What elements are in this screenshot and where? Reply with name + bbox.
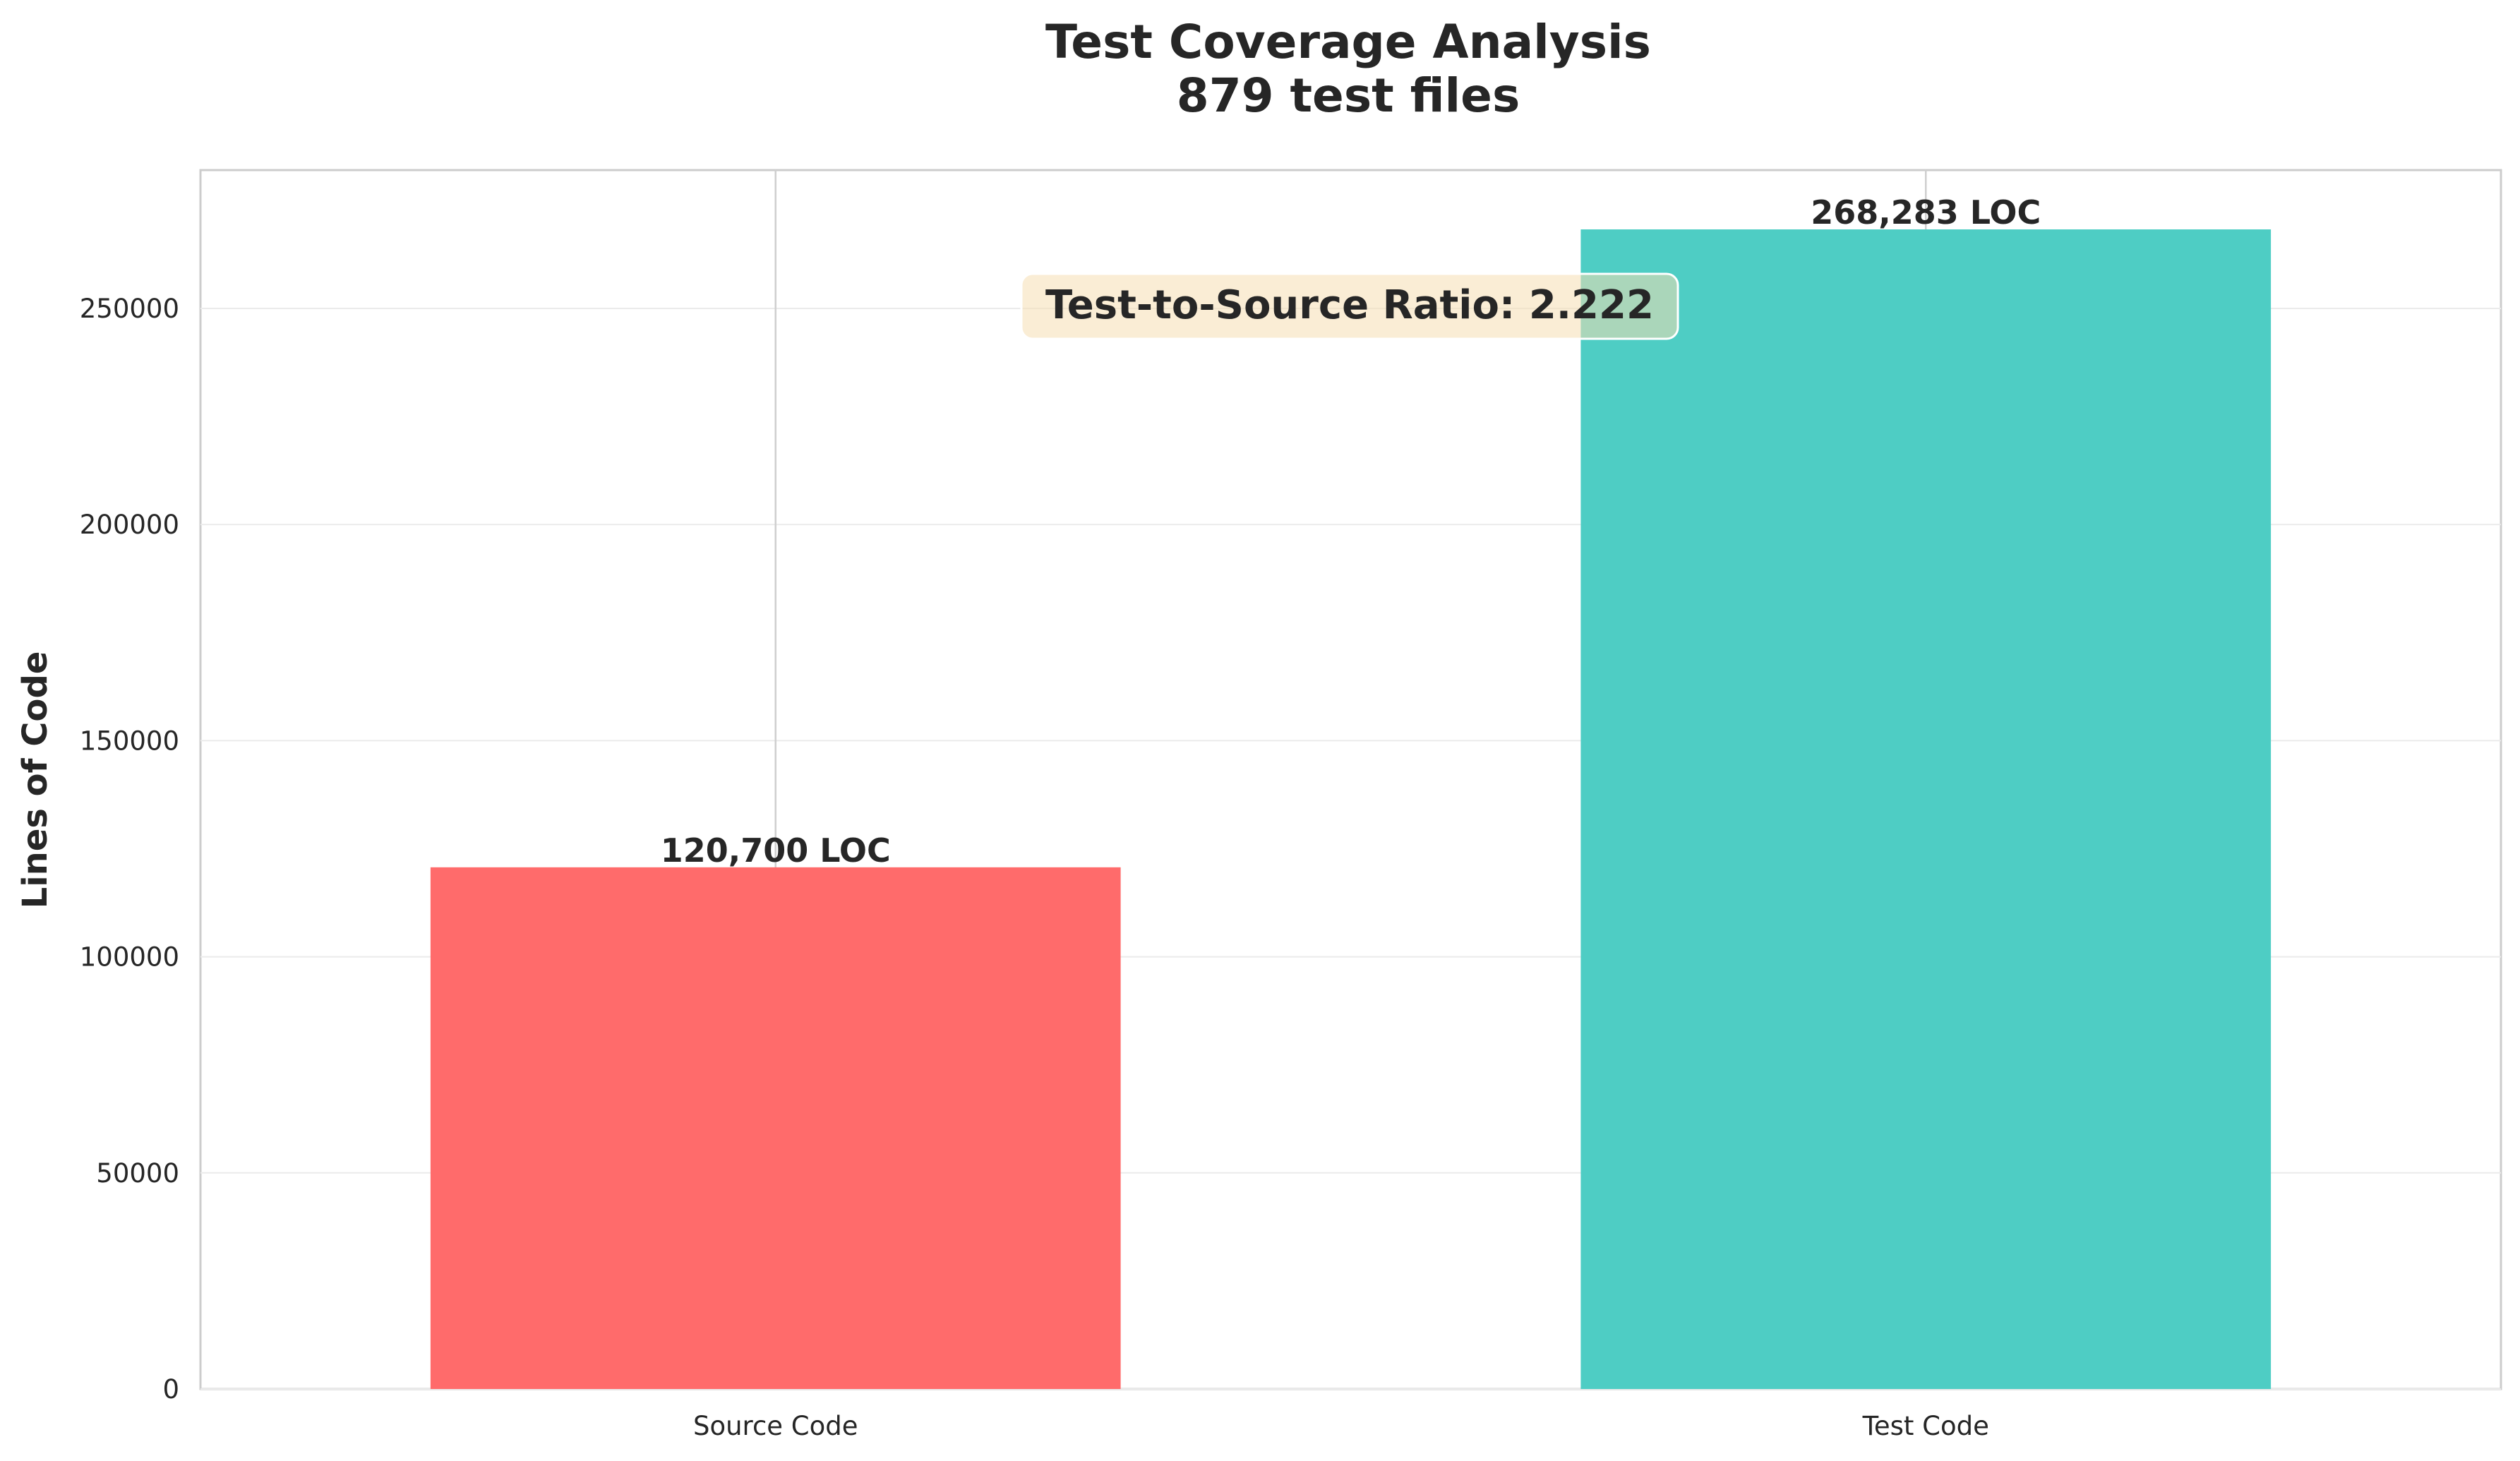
y-axis-label: Lines of Code [16,651,55,909]
y-tick-label: 200000 [80,510,179,540]
y-tick-label: 100000 [80,942,179,973]
ratio-annotation-text: Test-to-Source Ratio: 2.222 [1045,282,1654,328]
ratio-annotation: Test-to-Source Ratio: 2.222 [1020,272,1679,340]
y-axis-ticks: 0 50000 100000 150000 200000 250000 [80,294,179,1405]
bar-data-label: 120,700 LOC [661,831,891,870]
bar-data-labels: 120,700 LOC 268,283 LOC [661,193,2041,870]
y-tick-label: 50000 [96,1158,179,1189]
x-tick-label: Source Code [693,1411,858,1441]
y-tick-label: 0 [162,1374,179,1405]
y-tick-label: 150000 [80,726,179,756]
bar-source-code [430,867,1121,1389]
bar-test-code [1580,229,2272,1390]
x-tick-label: Test Code [1862,1411,1989,1441]
bars [430,229,2272,1390]
chart-subtitle: 879 test files [1177,68,1520,123]
bar-data-label: 268,283 LOC [1811,193,2041,232]
chart-title: Test Coverage Analysis [1045,15,1651,69]
x-axis-ticks: Source Code Test Code [693,1411,1989,1441]
ratio-annotation-box [1020,272,1679,340]
y-tick-label: 250000 [80,294,179,324]
